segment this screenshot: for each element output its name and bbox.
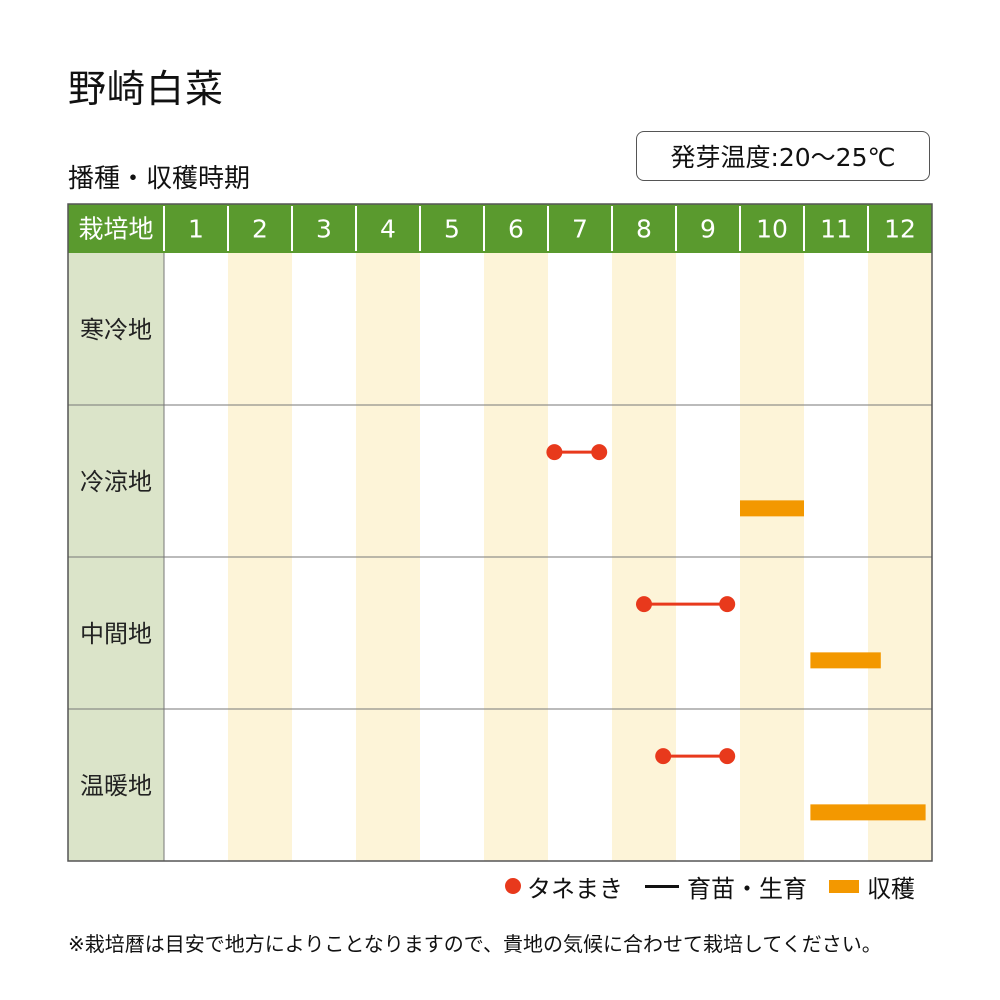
month-label: 11: [820, 215, 852, 244]
legend-growing-label: 育苗・生育: [687, 874, 807, 903]
month-label: 3: [316, 215, 332, 244]
chart-legend: タネまき 育苗・生育 収穫: [505, 868, 915, 904]
legend-harvest-label: 収穫: [867, 874, 915, 903]
header-region-label: 栽培地: [78, 215, 153, 244]
month-label: 8: [636, 215, 652, 244]
chart-subtitle: 播種・収穫時期: [68, 164, 251, 194]
region-label: 中間地: [80, 620, 152, 648]
sowing-end-point: [591, 444, 608, 461]
region-label: 冷涼地: [80, 468, 152, 496]
legend-harvest: 収穫: [829, 869, 915, 904]
month-label: 7: [572, 215, 588, 244]
sowing-end-point: [719, 748, 736, 765]
sowing-start-point: [636, 596, 652, 613]
month-label: 10: [756, 215, 788, 244]
sowing-start-point: [655, 748, 672, 765]
page-title: 野崎白菜: [68, 67, 225, 111]
harvest-bar: [810, 804, 926, 821]
month-label: 4: [380, 215, 396, 244]
harvest-bar: [810, 652, 881, 669]
month-label: 1: [188, 215, 204, 244]
harvest-bar-icon: [829, 879, 859, 893]
legend-sowing: タネまき: [505, 869, 623, 904]
harvest-bar: [740, 500, 804, 517]
legend-growing: 育苗・生育: [645, 869, 807, 904]
chart-border: [67, 203, 933, 862]
region-label: 寒冷地: [80, 316, 152, 344]
month-label: 12: [884, 215, 916, 244]
growing-line-icon: [645, 884, 679, 888]
month-label: 5: [444, 215, 460, 244]
sowing-dot-icon: [505, 878, 521, 894]
region-label: 温暖地: [80, 772, 152, 800]
header-bar: [68, 204, 932, 253]
germination-temperature-badge: 発芽温度:20～25℃: [636, 131, 930, 181]
sowing-start-point: [546, 444, 563, 461]
footnote: ※栽培暦は目安で地方によりことなりますので、貴地の気候に合わせて栽培してください…: [68, 932, 882, 956]
sowing-end-point: [719, 596, 736, 613]
month-label: 2: [252, 215, 268, 244]
month-label: 6: [508, 215, 524, 244]
legend-sowing-label: タネまき: [527, 874, 623, 903]
month-label: 9: [700, 215, 716, 244]
